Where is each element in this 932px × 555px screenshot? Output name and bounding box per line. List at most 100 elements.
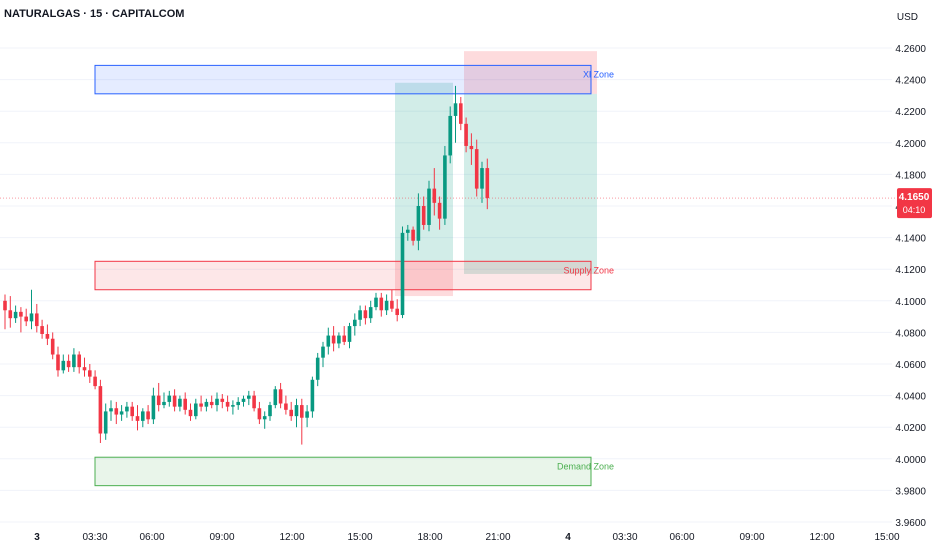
candle-body[interactable] xyxy=(241,398,246,402)
candle-body[interactable] xyxy=(310,379,315,412)
candle-body[interactable] xyxy=(178,398,182,407)
candle-body[interactable] xyxy=(411,229,415,241)
candle-body[interactable] xyxy=(294,405,299,417)
candle-body[interactable] xyxy=(130,406,134,417)
candle-body[interactable] xyxy=(209,401,214,406)
candle-body[interactable] xyxy=(321,346,325,358)
candle-body[interactable] xyxy=(390,300,394,309)
candle-body[interactable] xyxy=(236,401,240,406)
candle-body[interactable] xyxy=(141,411,145,421)
candle-body[interactable] xyxy=(273,389,278,406)
candle-body[interactable] xyxy=(432,188,437,203)
candle-body[interactable] xyxy=(146,411,150,420)
candle-body[interactable] xyxy=(421,206,426,225)
candle-body[interactable] xyxy=(188,409,193,417)
candle-body[interactable] xyxy=(72,354,76,368)
candle-body[interactable] xyxy=(448,115,452,156)
candle-body[interactable] xyxy=(374,297,378,308)
candle-body[interactable] xyxy=(368,307,373,319)
candle-body[interactable] xyxy=(225,401,230,407)
candle-body[interactable] xyxy=(416,206,421,241)
candle-body[interactable] xyxy=(453,103,458,116)
symbol-title: NATURALGAS · 15 · CAPITALCOM xyxy=(4,8,185,20)
candle-body[interactable] xyxy=(167,395,172,402)
candle-body[interactable] xyxy=(183,398,187,410)
candle-body[interactable] xyxy=(278,389,283,404)
candle-body[interactable] xyxy=(98,386,103,434)
candle-body[interactable] xyxy=(135,416,140,421)
candle-body[interactable] xyxy=(469,145,474,150)
candle-body[interactable] xyxy=(88,370,92,377)
candle-body[interactable] xyxy=(464,123,468,146)
candle-body[interactable] xyxy=(125,406,129,412)
candle-body[interactable] xyxy=(337,335,341,344)
candle-body[interactable] xyxy=(215,398,219,406)
candle-body[interactable] xyxy=(24,316,28,322)
candle-body[interactable] xyxy=(156,395,161,406)
candle-body[interactable] xyxy=(379,297,384,311)
candle-body[interactable] xyxy=(109,408,113,412)
candle-body[interactable] xyxy=(289,409,293,417)
candle-body[interactable] xyxy=(50,338,55,355)
candle-body[interactable] xyxy=(358,310,362,320)
candle-body[interactable] xyxy=(66,360,71,368)
candle-body[interactable] xyxy=(151,395,156,420)
x-tick-label: 15:00 xyxy=(347,532,372,543)
candle-body[interactable] xyxy=(172,395,177,407)
candle-body[interactable] xyxy=(204,401,209,407)
zone-label: Supply Zone xyxy=(563,266,614,276)
candle-body[interactable] xyxy=(406,229,410,233)
currency-label: USD xyxy=(897,12,918,23)
candle-body[interactable] xyxy=(3,300,7,311)
candle-body[interactable] xyxy=(395,308,399,316)
candle-body[interactable] xyxy=(300,405,304,418)
candle-body[interactable] xyxy=(162,401,166,406)
candle-body[interactable] xyxy=(427,188,431,225)
candle-body[interactable] xyxy=(35,313,39,327)
candle-body[interactable] xyxy=(119,411,124,415)
candle-body[interactable] xyxy=(19,311,23,317)
y-tick-label: 4.2000 xyxy=(895,139,926,150)
candle-body[interactable] xyxy=(77,354,81,368)
candle-body[interactable] xyxy=(199,403,203,407)
candle-body[interactable] xyxy=(353,319,357,327)
candle-body[interactable] xyxy=(384,300,389,311)
candle-body[interactable] xyxy=(305,411,309,418)
candle-body[interactable] xyxy=(13,311,18,319)
candle-body[interactable] xyxy=(29,313,34,322)
candle-body[interactable] xyxy=(347,326,352,342)
candle-body[interactable] xyxy=(400,232,405,316)
candle-body[interactable] xyxy=(8,310,13,319)
candle-body[interactable] xyxy=(194,403,198,417)
candle-body[interactable] xyxy=(257,408,262,420)
candle-body[interactable] xyxy=(247,395,251,399)
candle-body[interactable] xyxy=(45,333,50,339)
candle-body[interactable] xyxy=(326,335,331,347)
candle-body[interactable] xyxy=(363,310,368,319)
candle-body[interactable] xyxy=(252,395,256,409)
candle-body[interactable] xyxy=(342,335,346,342)
candle-body[interactable] xyxy=(474,149,479,189)
y-tick-label: 4.1000 xyxy=(895,297,926,308)
candle-body[interactable] xyxy=(114,408,119,415)
candle-body[interactable] xyxy=(220,398,225,402)
candle-body[interactable] xyxy=(40,326,44,334)
x-tick-label: 06:00 xyxy=(139,532,164,543)
candle-body[interactable] xyxy=(82,367,87,371)
candle-body[interactable] xyxy=(268,405,272,417)
candle-body[interactable] xyxy=(231,405,235,407)
candle-body[interactable] xyxy=(56,354,60,371)
candle-body[interactable] xyxy=(284,403,288,410)
candle-body[interactable] xyxy=(315,357,320,380)
candle-body[interactable] xyxy=(459,103,463,124)
candle-body[interactable] xyxy=(437,202,442,219)
candle-body[interactable] xyxy=(331,335,336,344)
candle-body[interactable] xyxy=(93,376,97,387)
candle-body[interactable] xyxy=(443,155,447,219)
candle-body[interactable] xyxy=(480,168,484,189)
candle-body[interactable] xyxy=(61,360,66,371)
candle-body[interactable] xyxy=(262,416,267,420)
candle-body[interactable] xyxy=(103,411,108,434)
candle-body[interactable] xyxy=(485,168,490,199)
